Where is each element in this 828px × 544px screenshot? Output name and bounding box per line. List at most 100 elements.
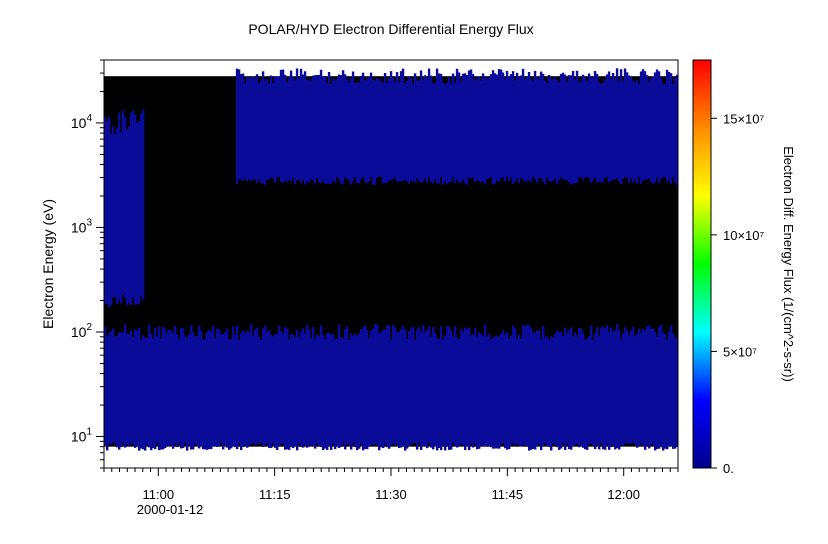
flux-column (544, 337, 547, 444)
flux-column (565, 82, 569, 181)
flux-column (421, 78, 425, 182)
flux-column (281, 69, 285, 183)
flux-column (649, 78, 653, 182)
flux-column (413, 73, 417, 183)
flux-column (323, 76, 327, 184)
flux-column (517, 77, 521, 184)
flux-column (619, 69, 623, 185)
flux-column (172, 333, 175, 449)
colorbar-ticks: 0. 5×10⁷ 10×10⁷ 15×10⁷ (711, 111, 765, 476)
flux-column (491, 70, 495, 185)
flux-column (587, 73, 591, 179)
flux-column (306, 324, 309, 448)
flux-column (202, 339, 205, 450)
flux-column (369, 72, 373, 178)
flux-column (671, 84, 675, 178)
flux-column (419, 70, 423, 183)
flux-column (630, 330, 633, 444)
flux-column (126, 333, 129, 445)
flux-column (305, 79, 309, 182)
flux-column (629, 76, 633, 179)
flux-column (557, 82, 561, 181)
flux-column (656, 336, 659, 450)
flux-column (156, 336, 159, 443)
flux-column (311, 75, 315, 181)
flux-column (407, 76, 411, 184)
flux-column (532, 332, 535, 449)
flux-column (507, 76, 511, 182)
flux-column (247, 77, 251, 180)
flux-column (456, 337, 459, 448)
flux-column (442, 339, 445, 446)
flux-column (495, 74, 499, 181)
flux-column (297, 78, 301, 180)
flux-column (118, 332, 121, 450)
flux-column (315, 75, 319, 178)
flux-column (280, 331, 283, 444)
flux-column (395, 72, 399, 183)
flux-column (385, 82, 389, 183)
flux-column (162, 326, 165, 450)
flux-column (108, 117, 111, 308)
flux-column (116, 128, 119, 305)
flux-column (390, 339, 393, 446)
flux-column (480, 333, 483, 446)
flux-column (317, 74, 321, 183)
colorbar-tick-label: 15×10⁷ (723, 111, 765, 126)
flux-column (303, 71, 307, 185)
flux-column (572, 336, 575, 447)
flux-column (218, 329, 221, 447)
y-tick-label: 103 (71, 217, 93, 235)
flux-column (512, 325, 515, 444)
flux-column (571, 70, 575, 184)
flux-column (398, 331, 401, 449)
flux-column (441, 82, 445, 185)
flux-column (432, 327, 435, 450)
flux-column (267, 83, 271, 180)
flux-column (567, 75, 571, 183)
flux-column (447, 77, 451, 183)
flux-column (265, 78, 269, 180)
flux-column (531, 80, 535, 177)
flux-column (623, 68, 627, 178)
flux-column (510, 335, 513, 446)
flux-column (262, 328, 265, 448)
flux-column (469, 69, 473, 179)
flux-column (354, 333, 357, 448)
flux-column (579, 80, 583, 178)
flux-column (467, 70, 471, 177)
spectrogram-heatmap (104, 68, 678, 451)
flux-column (498, 336, 501, 449)
flux-column (582, 333, 585, 448)
flux-column (244, 333, 247, 446)
flux-column (136, 330, 139, 447)
flux-column (337, 74, 341, 180)
flux-column (253, 77, 257, 180)
flux-column (488, 334, 491, 446)
flux-column (401, 68, 405, 181)
flux-column (114, 337, 117, 444)
flux-column (176, 334, 179, 448)
flux-column (602, 326, 605, 450)
flux-column (445, 82, 449, 184)
flux-column (598, 335, 601, 450)
flux-column (496, 335, 499, 449)
flux-column (298, 337, 301, 444)
flux-column (573, 79, 577, 184)
flux-column (104, 116, 107, 304)
flux-column (106, 120, 109, 305)
flux-column (566, 333, 569, 444)
flux-column (506, 332, 509, 450)
flux-column (268, 330, 271, 448)
flux-column (639, 71, 643, 184)
flux-column (617, 81, 621, 182)
flux-column (492, 337, 495, 449)
flux-column (657, 71, 661, 184)
flux-column (439, 73, 443, 177)
flux-column (276, 333, 279, 451)
flux-column (284, 326, 287, 450)
flux-column (148, 324, 151, 448)
flux-column (523, 78, 527, 182)
flux-column (621, 81, 625, 180)
flux-column (340, 337, 343, 447)
